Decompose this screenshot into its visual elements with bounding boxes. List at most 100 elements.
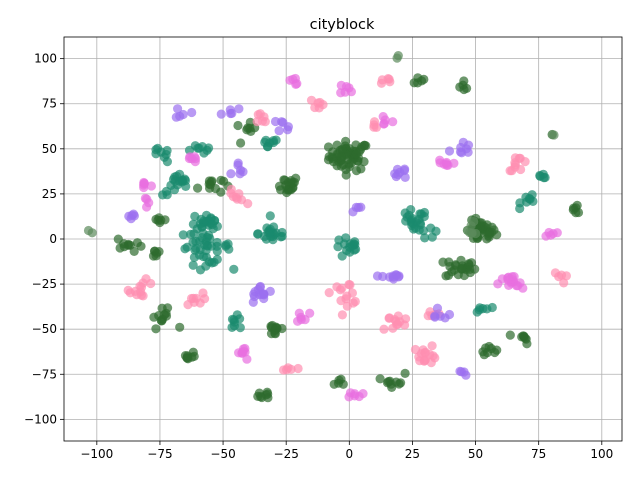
scatter-point [459, 76, 469, 86]
scatter-point [435, 158, 445, 168]
chart-title: cityblock [310, 17, 375, 33]
scatter-point [189, 351, 199, 361]
scatter-point [178, 230, 188, 240]
scatter-point [549, 130, 559, 140]
scatter-point [487, 222, 497, 232]
scatter-point [236, 138, 246, 148]
scatter-point [253, 229, 263, 239]
scatter-point [263, 227, 273, 237]
scatter-point [189, 252, 199, 262]
y-tick-label: −25 [32, 277, 57, 291]
scatter-point [348, 240, 358, 251]
scatter-point [288, 178, 298, 188]
scatter-point [216, 175, 226, 185]
scatter-point [228, 192, 238, 202]
scatter-point [130, 286, 140, 296]
scatter-point [263, 389, 273, 399]
scatter-point [426, 358, 436, 368]
scatter-point [154, 311, 164, 321]
ticks-layer: −100 −75 −50 −25 0 25 50 75 100 −100 −75 −50 −25 0 25 5… [24, 52, 613, 461]
scatter-point [505, 330, 515, 340]
scatter-point [351, 149, 362, 159]
scatter-point [288, 74, 298, 84]
scatter-point [286, 364, 296, 374]
scatter-point [140, 193, 150, 203]
scatter-point [293, 363, 303, 374]
scatter-point [173, 104, 183, 114]
scatter-point [146, 181, 156, 191]
scatter-point [193, 183, 203, 193]
scatter-point [419, 74, 429, 84]
scatter-point [444, 146, 455, 156]
scatter-point [139, 178, 149, 188]
scatter-point [328, 157, 339, 167]
scatter-point [125, 240, 135, 250]
scatter-point [483, 230, 494, 241]
scatter-point [392, 53, 402, 63]
scatter-point [212, 246, 222, 256]
scatter-point [190, 245, 200, 255]
scatter-point [188, 219, 198, 229]
scatter-point [261, 135, 271, 145]
scatter-point [394, 379, 404, 389]
x-tick-label: 25 [405, 447, 420, 461]
scatter-point [278, 117, 288, 128]
scatter-point [166, 180, 176, 190]
scatter-point [466, 221, 476, 231]
scatter-point [445, 261, 455, 272]
scatter-point [372, 271, 383, 281]
scatter-point [154, 213, 164, 223]
scatter-point [482, 304, 492, 314]
scatter-point [411, 223, 421, 233]
scatter-point [443, 270, 454, 280]
scatter-point [333, 242, 343, 252]
scatter-point [479, 221, 489, 231]
x-tick-label: 100 [590, 447, 613, 461]
scatter-point [336, 151, 346, 162]
scatter-point [540, 172, 550, 183]
x-tick-label: −75 [147, 447, 172, 461]
scatter-point [234, 104, 244, 114]
scatter-point [324, 288, 334, 298]
scatter-point [384, 74, 394, 84]
scatter-point [432, 303, 443, 313]
scatter-point [517, 332, 527, 342]
scatter-point [344, 83, 354, 93]
scatter-point [419, 356, 429, 366]
scatter-point [305, 308, 315, 318]
scatter-point [198, 288, 208, 298]
scatter-point [459, 84, 469, 95]
scatter-point [377, 75, 387, 85]
scatter-point [345, 280, 355, 290]
scatter-point [265, 211, 275, 221]
scatter-point [427, 232, 437, 242]
y-tick-label: 25 [42, 187, 57, 201]
scatter-point [510, 153, 520, 163]
scatter-point [345, 388, 356, 398]
y-tick-label: 75 [42, 97, 57, 111]
scatter-point [444, 309, 455, 320]
scatter-point [268, 137, 278, 148]
scatter-point [152, 248, 162, 258]
scatter-point [313, 98, 323, 108]
scatter-point [229, 321, 239, 331]
scatter-point [388, 117, 398, 127]
x-tick-label: 0 [345, 447, 353, 461]
scatter-point [518, 283, 528, 293]
scatter-point [571, 203, 581, 213]
scatter-point [375, 374, 385, 384]
scatter-point [180, 244, 190, 254]
scatter-point [216, 109, 226, 119]
scatter-point [276, 232, 286, 242]
scatter-point [187, 154, 197, 164]
scatter-point [223, 239, 233, 249]
scatter-point [296, 314, 306, 325]
scatter-point [438, 257, 448, 267]
scatter-point [87, 228, 97, 238]
scatter-point [556, 270, 567, 280]
scatter-point [180, 351, 191, 361]
scatter-point [141, 274, 151, 284]
